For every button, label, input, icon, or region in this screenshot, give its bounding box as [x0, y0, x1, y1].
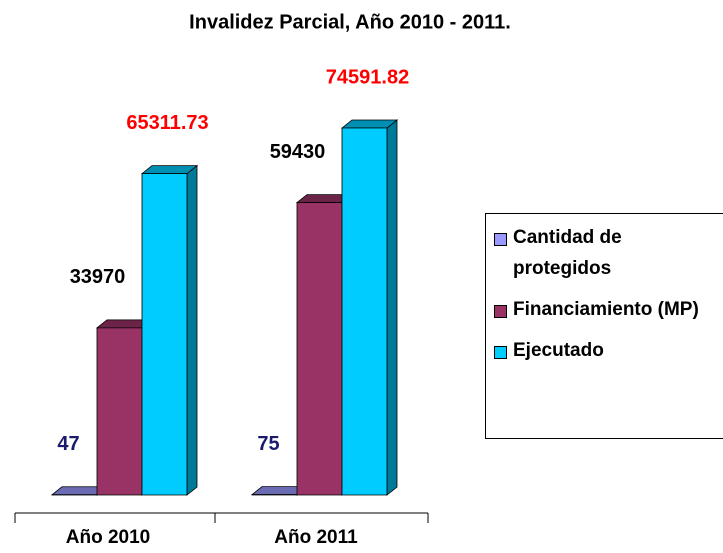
legend-label: Ejecutado: [513, 340, 604, 361]
legend-swatch: [494, 346, 507, 359]
data-label: 65311.73: [126, 112, 208, 134]
bar-top: [140, 165, 199, 175]
bar-front: [141, 173, 188, 496]
legend: Cantidad de protegidos Financiamiento (MP…: [485, 213, 723, 439]
bar-side: [186, 164, 198, 496]
bar-top: [340, 119, 399, 129]
bar-front: [296, 202, 343, 496]
x-tick-label: Año 2011: [274, 527, 358, 548]
bar-front: [96, 327, 143, 496]
bar-front: [341, 127, 388, 496]
bar: [340, 119, 399, 496]
x-tick-label: Año 2010: [66, 527, 150, 548]
bar: [50, 485, 109, 496]
legend-label: Financiamiento (MP): [513, 299, 699, 320]
legend-item: Financiamiento (MP): [494, 294, 723, 325]
data-label: 74591.82: [326, 66, 409, 88]
data-label: 59430: [270, 141, 326, 163]
chart-title: Invalidez Parcial, Año 2010 - 2011.: [189, 11, 511, 33]
data-label: 47: [57, 433, 79, 455]
legend-item: Ejecutado: [494, 335, 723, 366]
data-label: 75: [257, 433, 279, 455]
data-label: 33970: [70, 266, 126, 288]
legend-swatch: [494, 305, 507, 318]
legend-label: Cantidad de protegidos: [513, 227, 622, 279]
legend-swatch: [494, 233, 507, 246]
bar-side: [386, 119, 398, 496]
legend-item: Cantidad de protegidos: [494, 222, 723, 284]
bar: [140, 164, 199, 496]
